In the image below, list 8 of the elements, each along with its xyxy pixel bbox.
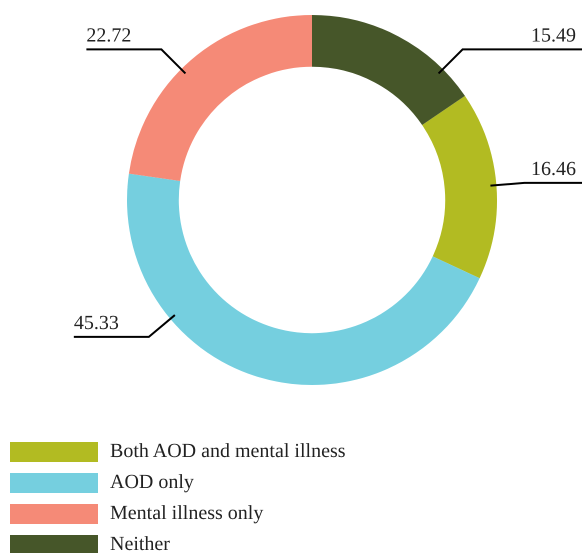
legend-label: Mental illness only [110,502,264,525]
data-label: 15.49 [531,24,576,47]
legend-label: Both AOD and mental illness [110,440,346,463]
legend-label: AOD only [110,471,194,494]
data-label: 16.46 [531,158,576,180]
data-label: 45.33 [74,312,119,334]
legend-label: Neither [110,533,170,553]
data-label: 22.72 [86,24,132,47]
